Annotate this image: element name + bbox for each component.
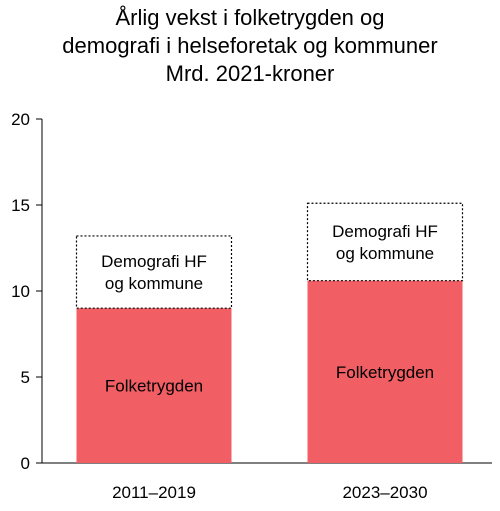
bar-segment-label: Demografi HF: [332, 222, 438, 241]
y-tick-label: 5: [21, 368, 30, 387]
chart-title-line-1: Årlig vekst i folketrygden og: [115, 5, 385, 30]
x-category-label: 2011–2019: [112, 483, 196, 502]
y-tick-label: 0: [21, 454, 30, 473]
bar-segment-label: og kommune: [105, 274, 203, 293]
chart-title: Årlig vekst i folketrygden og demografi …: [0, 4, 500, 88]
bar-segment-label: Folketrygden: [105, 377, 203, 396]
bar-segment-label: og kommune: [336, 244, 434, 263]
y-tick-label: 20: [11, 110, 30, 129]
chart-title-line-2: demografi i helseforetak og kommuner: [62, 33, 438, 58]
label-layer: Folketrygden Demografi HF og kommune 2011–2…: [101, 222, 438, 502]
y-tick-label: 10: [11, 282, 30, 301]
x-category-label: 2023–2030: [342, 483, 427, 502]
bar-segment-label: Demografi HF: [101, 252, 207, 271]
bar-segment-folketrygden: [76, 308, 232, 463]
bar-layer: [75, 202, 464, 463]
bar-segment-demografi: [306, 202, 464, 282]
bar-segment-label: Folketrygden: [336, 363, 434, 382]
bar-segment-demografi: [75, 235, 233, 309]
y-tick-label: 15: [11, 196, 30, 215]
chart-subtitle: Mrd. 2021-kroner: [165, 61, 335, 86]
bar-segment-folketrygden: [307, 280, 463, 463]
